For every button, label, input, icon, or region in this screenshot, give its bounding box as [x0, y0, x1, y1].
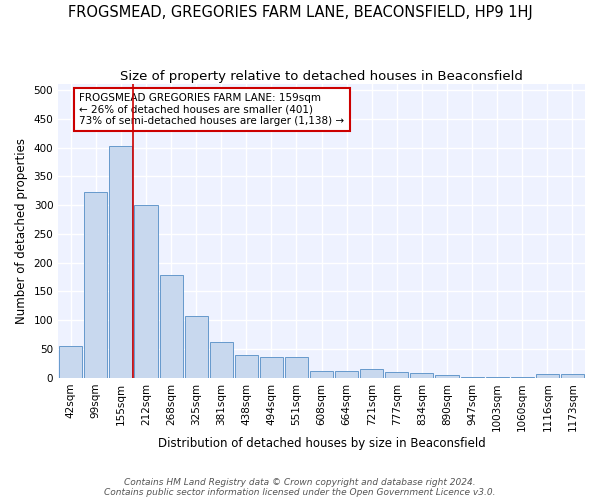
- Bar: [335, 372, 358, 378]
- Bar: [285, 357, 308, 378]
- Text: FROGSMEAD, GREGORIES FARM LANE, BEACONSFIELD, HP9 1HJ: FROGSMEAD, GREGORIES FARM LANE, BEACONSF…: [68, 5, 532, 20]
- Bar: [436, 375, 458, 378]
- Bar: [536, 374, 559, 378]
- Bar: [235, 355, 258, 378]
- Bar: [59, 346, 82, 378]
- Bar: [410, 373, 433, 378]
- Bar: [260, 356, 283, 378]
- Bar: [461, 376, 484, 378]
- Title: Size of property relative to detached houses in Beaconsfield: Size of property relative to detached ho…: [120, 70, 523, 83]
- Bar: [561, 374, 584, 378]
- Bar: [209, 342, 233, 378]
- Bar: [84, 192, 107, 378]
- Bar: [360, 369, 383, 378]
- Text: Contains HM Land Registry data © Crown copyright and database right 2024.
Contai: Contains HM Land Registry data © Crown c…: [104, 478, 496, 497]
- Bar: [109, 146, 133, 378]
- Y-axis label: Number of detached properties: Number of detached properties: [15, 138, 28, 324]
- Bar: [310, 371, 333, 378]
- Bar: [134, 205, 158, 378]
- Bar: [385, 372, 409, 378]
- Bar: [160, 276, 182, 378]
- X-axis label: Distribution of detached houses by size in Beaconsfield: Distribution of detached houses by size …: [158, 437, 485, 450]
- Bar: [185, 316, 208, 378]
- Text: FROGSMEAD GREGORIES FARM LANE: 159sqm
← 26% of detached houses are smaller (401): FROGSMEAD GREGORIES FARM LANE: 159sqm ← …: [79, 93, 344, 126]
